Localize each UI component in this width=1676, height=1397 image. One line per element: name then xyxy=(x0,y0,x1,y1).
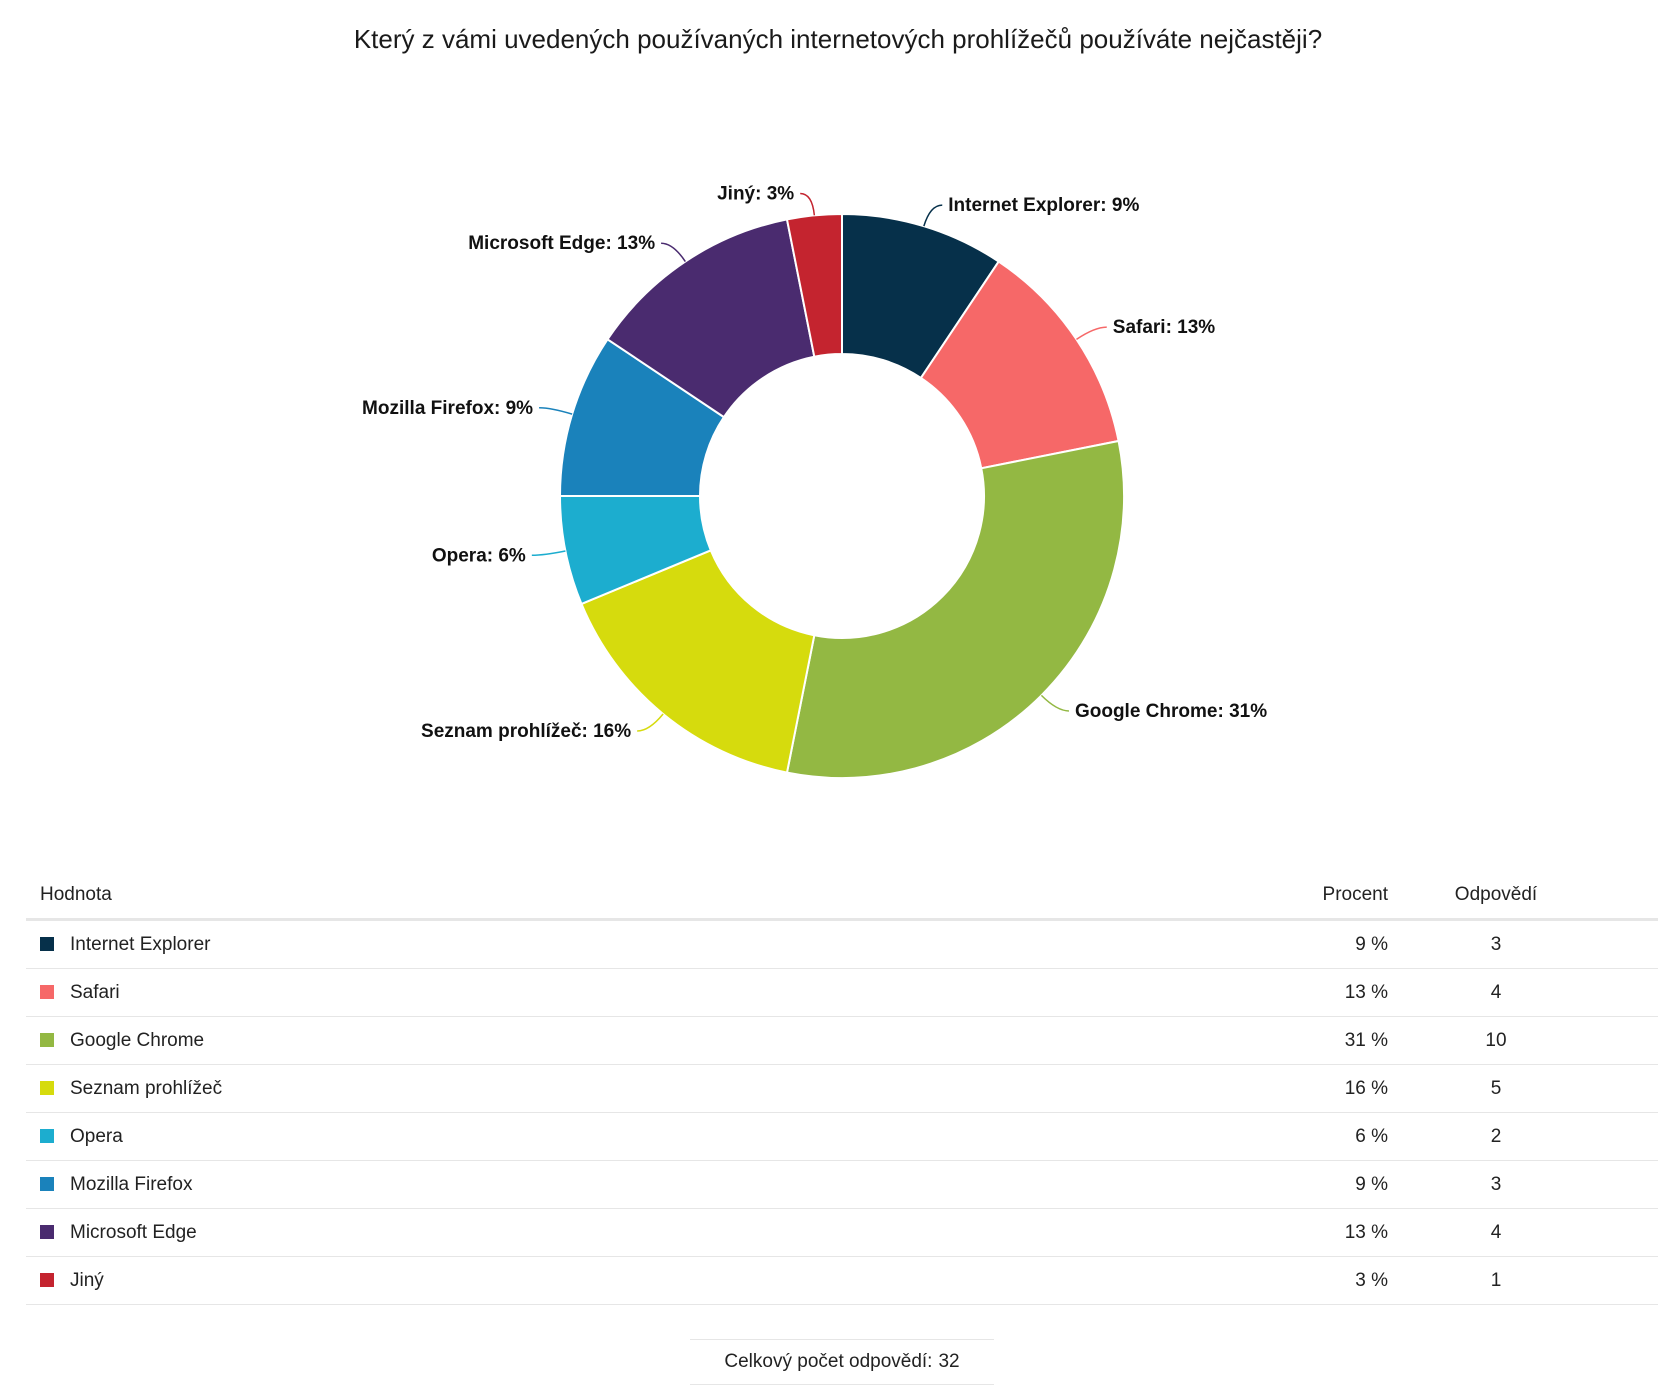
donut-slice xyxy=(785,212,843,358)
slice-label: Safari: 13% xyxy=(1113,317,1216,338)
donut-chart: Internet Explorer: 9% Safari: 13% Google C… xyxy=(362,183,1267,779)
header-spacer xyxy=(1590,872,1658,921)
row-count: 3 xyxy=(1402,1160,1590,1209)
table-row: Jiný 3 % 1 xyxy=(26,1256,1658,1305)
color-swatch xyxy=(40,1128,54,1143)
table-row: Internet Explorer 9 % 3 xyxy=(26,919,1658,969)
row-count: 5 xyxy=(1402,1064,1590,1113)
row-label: Microsoft Edge xyxy=(70,1221,197,1243)
row-count: 1 xyxy=(1402,1256,1590,1305)
label-connector xyxy=(661,242,686,262)
row-count: 4 xyxy=(1402,1208,1590,1257)
row-label: Safari xyxy=(70,981,120,1003)
table-row: Seznam prohlížeč 16 % 5 xyxy=(26,1064,1658,1113)
table-row: Safari 13 % 4 xyxy=(26,968,1658,1017)
slice-label: Internet Explorer: 9% xyxy=(948,195,1139,216)
row-percent: 16 % xyxy=(1254,1064,1402,1113)
row-label: Opera xyxy=(70,1125,123,1147)
row-percent: 3 % xyxy=(1254,1256,1402,1305)
label-connector xyxy=(800,192,816,216)
label-connector xyxy=(637,713,664,732)
donut-slice xyxy=(580,549,816,774)
row-percent: 9 % xyxy=(1254,1160,1402,1209)
row-count: 10 xyxy=(1402,1016,1590,1065)
table-row: Opera 6 % 2 xyxy=(26,1112,1658,1161)
slice-label: Jiný: 3% xyxy=(717,183,794,204)
header-count: Odpovědí xyxy=(1402,872,1590,921)
color-swatch xyxy=(40,1080,54,1095)
donut-slice xyxy=(785,439,1125,779)
header-value: Hodnota xyxy=(26,872,1254,921)
color-swatch xyxy=(40,1224,54,1239)
table-header-row: Hodnota Procent Odpovědí xyxy=(26,872,1658,921)
label-connector xyxy=(1040,694,1069,712)
color-swatch xyxy=(40,936,54,951)
chart-title: Který z vámi uvedených používaných inter… xyxy=(353,24,1323,54)
slice-label: Microsoft Edge: 13% xyxy=(468,233,655,254)
label-connector xyxy=(923,204,943,227)
row-count: 3 xyxy=(1402,919,1590,969)
row-percent: 9 % xyxy=(1254,919,1402,969)
row-count: 2 xyxy=(1402,1112,1590,1161)
row-label: Seznam prohlížeč xyxy=(70,1077,223,1099)
header-percent: Procent xyxy=(1254,872,1402,921)
table-row: Mozilla Firefox 9 % 3 xyxy=(26,1160,1658,1209)
row-percent: 6 % xyxy=(1254,1112,1402,1161)
color-swatch xyxy=(40,984,54,999)
row-label: Jiný xyxy=(70,1269,104,1291)
results-table: Hodnota Procent Odpovědí Internet Explor… xyxy=(26,872,1658,1305)
label-connector xyxy=(531,550,566,557)
row-percent: 13 % xyxy=(1254,1208,1402,1257)
total-value: 32 xyxy=(938,1351,960,1372)
row-percent: 31 % xyxy=(1254,1016,1402,1065)
row-label: Google Chrome xyxy=(70,1029,205,1051)
color-swatch xyxy=(40,1032,54,1047)
color-swatch xyxy=(40,1272,54,1287)
slice-label: Opera: 6% xyxy=(432,545,526,566)
row-label: Internet Explorer xyxy=(70,933,211,955)
slice-label: Seznam prohlížeč: 16% xyxy=(421,721,631,742)
table-row: Google Chrome 31 % 10 xyxy=(26,1016,1658,1065)
slice-label: Google Chrome: 31% xyxy=(1075,701,1267,722)
total-responses: Celkový počet odpovědí: 32 xyxy=(690,1339,994,1385)
total-label: Celkový počet odpovědí: xyxy=(724,1351,933,1372)
table-row: Microsoft Edge 13 % 4 xyxy=(26,1208,1658,1257)
row-count: 4 xyxy=(1402,968,1590,1017)
slice-label: Mozilla Firefox: 9% xyxy=(362,398,533,419)
color-swatch xyxy=(40,1176,54,1191)
row-percent: 13 % xyxy=(1254,968,1402,1017)
label-connector xyxy=(1076,326,1107,340)
row-label: Mozilla Firefox xyxy=(70,1173,193,1195)
label-connector xyxy=(539,407,573,415)
